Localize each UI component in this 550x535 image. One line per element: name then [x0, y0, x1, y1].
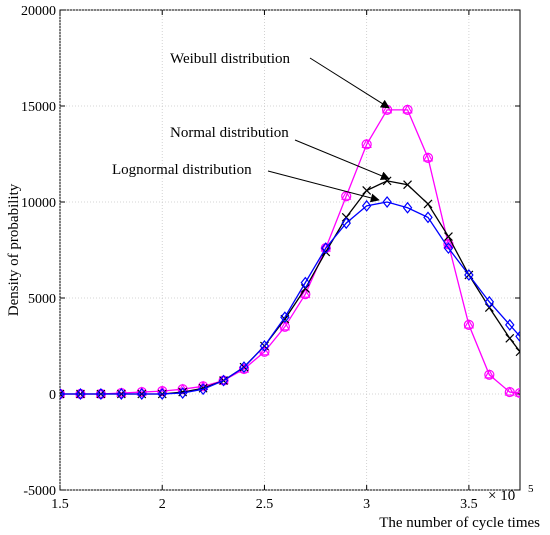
annotation-label: Normal distribution	[170, 125, 289, 141]
point-triangle	[422, 152, 434, 162]
point-diamond	[484, 295, 495, 308]
point-x	[362, 186, 372, 195]
point-x	[60, 389, 65, 399]
y-axis-title: Density of probability	[6, 183, 22, 316]
point-x	[403, 180, 412, 190]
x-tick-label: 3	[363, 497, 370, 512]
point-x	[515, 347, 520, 357]
x-tick-label: 1.5	[51, 497, 69, 512]
ticks: 1.5 2 2.5 3 3.5 -5000 0 5000 10000 15000 20000	[21, 4, 520, 512]
point-diamond	[443, 242, 454, 255]
point-x	[423, 199, 433, 209]
annotation-arrow	[267, 170, 380, 203]
y-tick-label: 5000	[28, 292, 56, 307]
series-line-0	[60, 109, 520, 395]
point-triangle	[279, 321, 291, 331]
point-diamond	[402, 201, 413, 214]
point-triangle	[484, 369, 495, 379]
point-diamond	[300, 276, 311, 289]
point-diamond	[423, 211, 433, 224]
point-triangle	[361, 138, 372, 148]
point-diamond	[259, 340, 270, 352]
x-tick-label: 3.5	[460, 497, 478, 512]
point-triangle	[463, 319, 475, 329]
point-triangle	[95, 388, 107, 398]
point-triangle	[402, 104, 413, 114]
point-diamond	[515, 330, 520, 343]
point-circle	[514, 387, 520, 399]
point-diamond	[198, 383, 208, 396]
point-triangle	[341, 190, 352, 200]
y-tick-label: 20000	[21, 4, 56, 19]
point-triangle	[504, 386, 515, 396]
point-diamond	[361, 199, 372, 212]
annotation-arrow	[309, 57, 390, 109]
x-multiplier: × 10	[488, 488, 515, 504]
series-layer	[60, 104, 520, 400]
x-tick-label: 2.5	[256, 497, 274, 512]
point-diamond	[96, 388, 106, 400]
x-axis-title: The number of cycle times	[379, 515, 540, 531]
point-diamond	[505, 318, 515, 331]
point-diamond	[218, 374, 229, 387]
point-diamond	[464, 268, 474, 281]
x-multiplier-exponent: 5	[528, 483, 534, 495]
y-tick-label: 0	[49, 388, 56, 403]
point-diamond	[116, 388, 127, 400]
x-tick-label: 2	[159, 497, 166, 512]
annotation-label: Weibull distribution	[170, 51, 291, 67]
annotation-arrow	[294, 139, 390, 180]
point-diamond	[321, 242, 331, 255]
point-triangle	[514, 387, 520, 397]
annotations: Weibull distribution Normal distribution L…	[112, 51, 390, 203]
point-diamond	[137, 388, 147, 400]
point-triangle	[60, 388, 66, 398]
point-x	[505, 333, 515, 343]
point-diamond	[341, 217, 351, 230]
annotation-label: Lognormal distribution	[112, 162, 252, 178]
y-tick-label: 10000	[21, 196, 56, 211]
point-diamond	[177, 387, 188, 400]
point-diamond	[157, 388, 167, 400]
plot-area	[59, 9, 521, 491]
point-x	[444, 232, 453, 241]
point-diamond	[75, 388, 86, 400]
point-diamond	[280, 311, 290, 324]
y-tick-label: -5000	[23, 484, 56, 499]
point-diamond	[382, 196, 392, 208]
point-diamond	[60, 388, 65, 400]
grid	[59, 9, 520, 491]
point-triangle	[259, 346, 270, 356]
point-triangle	[381, 104, 393, 114]
point-triangle	[75, 388, 86, 398]
point-triangle	[300, 288, 311, 298]
y-tick-label: 15000	[21, 100, 56, 115]
point-diamond	[239, 361, 249, 374]
